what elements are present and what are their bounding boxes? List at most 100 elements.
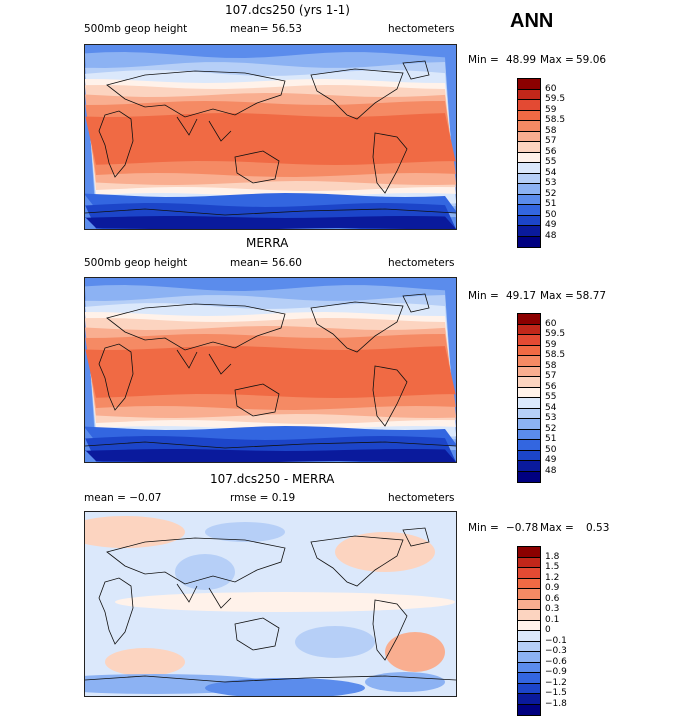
colorbar-swatch	[518, 121, 540, 132]
panel2-max-label: Max =	[540, 290, 574, 302]
colorbar-tick-label: 58.5	[545, 115, 566, 125]
colorbar-swatch	[518, 89, 540, 100]
colorbar-tick-label: 57	[545, 371, 557, 381]
panel3-min: −0.78	[506, 522, 539, 534]
colorbar-tick-label: 0.6	[545, 593, 560, 604]
colorbar-tick-label: −0.1	[545, 635, 567, 646]
colorbar-swatch	[518, 557, 540, 568]
coastline	[85, 208, 456, 216]
colorbar-tick-label: −1.5	[545, 688, 567, 698]
colorbar-swatch	[518, 694, 540, 705]
anomaly-blob	[385, 632, 445, 672]
coastline	[402, 60, 430, 80]
coastline	[85, 675, 456, 683]
anomaly-blob	[335, 532, 435, 572]
panel1-mean: mean= 56.53	[230, 23, 302, 35]
colorbar-tick-label: 49	[545, 455, 557, 465]
colorbar-swatch	[518, 610, 540, 621]
colorbar-tick-label: 49	[545, 220, 557, 230]
colorbar-tick-label: 53	[545, 413, 557, 423]
coastline	[98, 577, 134, 645]
colorbar-tick-label: −1.2	[545, 677, 567, 688]
colorbar-swatch	[518, 100, 540, 111]
colorbar-tick-label: 1.8	[545, 551, 560, 562]
field-band	[85, 346, 456, 398]
field-band	[85, 216, 456, 229]
panel2-min: 49.17	[506, 290, 537, 302]
colorbar-tick-label: 57	[545, 136, 557, 146]
colorbar-tick-label: 52	[545, 423, 557, 434]
colorbar-swatch	[518, 547, 540, 558]
panel3-max-label: Max =	[540, 522, 574, 534]
colorbar-swatch	[518, 440, 540, 451]
colorbar-swatch	[518, 184, 540, 195]
field-band	[85, 113, 456, 165]
colorbar-swatch	[518, 662, 540, 673]
colorbar-tick-label: 1.2	[545, 572, 560, 583]
colorbar-swatch	[518, 173, 540, 184]
colorbar-tick-label: −0.6	[545, 656, 567, 667]
colorbar-tick-label: −1.8	[545, 698, 567, 709]
panel2-max: 58.77	[576, 290, 607, 302]
colorbar-swatch	[518, 356, 540, 367]
panel3-rmse: rmse = 0.19	[230, 492, 296, 504]
colorbar-tick-label: 0.1	[545, 614, 560, 625]
coastlines	[85, 527, 456, 683]
panel2-min-label: Min =	[468, 290, 499, 302]
coastlines	[85, 60, 456, 216]
panel3-max: 0.53	[586, 522, 610, 534]
anomaly-blob	[85, 516, 185, 548]
coastline	[402, 527, 430, 547]
anomaly-blob	[105, 648, 185, 676]
colorbar-swatch	[518, 620, 540, 631]
colorbar-tick-label: 52	[545, 188, 557, 199]
coastline	[176, 583, 232, 609]
coastline	[234, 617, 280, 651]
panel3-colorbar	[517, 546, 541, 716]
colorbar-swatch	[518, 163, 540, 174]
anomaly-blob	[365, 672, 445, 692]
colorbar-swatch	[518, 215, 540, 226]
colorbar-swatch	[518, 152, 540, 163]
colorbar-swatch	[518, 673, 540, 684]
colorbar-swatch	[518, 704, 540, 715]
colorbar-tick-label: 48	[545, 230, 557, 241]
colorbar-swatch	[518, 599, 540, 610]
colorbar-swatch	[518, 226, 540, 237]
coastline	[310, 301, 404, 353]
coastline	[106, 303, 286, 351]
colorbar-tick-label: 56	[545, 146, 557, 157]
coastline	[106, 70, 286, 118]
colorbar-tick-label: 58	[545, 125, 557, 136]
panel2-units: hectometers	[388, 257, 455, 269]
panel1-title: 107.dcs250 (yrs 1-1)	[225, 3, 350, 17]
colorbar-tick-label: 1.5	[545, 562, 560, 572]
coastline	[402, 293, 430, 313]
panel1-units: hectometers	[388, 23, 455, 35]
colorbar-tick-label: 59	[545, 339, 557, 350]
panel1-colorbar	[517, 78, 541, 248]
panel1-variable: 500mb geop height	[84, 23, 188, 35]
colorbar-swatch	[518, 314, 540, 325]
panel1-map	[84, 44, 457, 230]
panel3-field	[85, 512, 456, 696]
colorbar-tick-label: −0.9	[545, 667, 567, 677]
colorbar-swatch	[518, 461, 540, 472]
coastlines	[85, 293, 456, 449]
colorbar-swatch	[518, 568, 540, 579]
panel1-min-label: Min =	[468, 54, 499, 66]
colorbar-swatch	[518, 641, 540, 652]
colorbar-tick-label: 59	[545, 104, 557, 115]
colorbar-tick-label: 53	[545, 178, 557, 188]
panel2-variable: 500mb geop height	[84, 257, 188, 269]
colorbar-swatch	[518, 205, 540, 216]
anomaly-blob	[295, 626, 375, 658]
colorbar-swatch	[518, 429, 540, 440]
colorbar-tick-label: 59.5	[545, 94, 566, 104]
colorbar-tick-label: −0.3	[545, 646, 567, 656]
panel1-field	[85, 45, 456, 229]
panel1-min: 48.99	[506, 54, 537, 66]
colorbar-tick-label: 60	[545, 83, 557, 94]
colorbar-swatch	[518, 79, 540, 90]
colorbar-swatch	[518, 335, 540, 346]
